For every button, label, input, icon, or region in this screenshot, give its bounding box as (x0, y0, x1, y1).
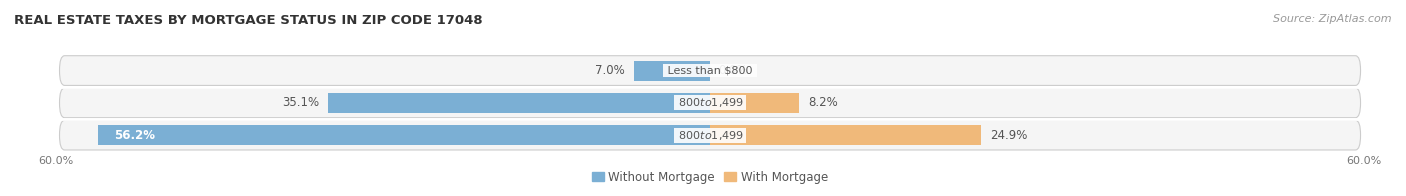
Text: 7.0%: 7.0% (595, 64, 626, 77)
Text: $800 to $1,499: $800 to $1,499 (675, 96, 745, 109)
Bar (328, 93, 710, 113)
Bar (710, 93, 800, 113)
Bar (97, 125, 710, 145)
Legend: Without Mortgage, With Mortgage: Without Mortgage, With Mortgage (588, 166, 832, 189)
Text: $800 to $1,499: $800 to $1,499 (675, 129, 745, 142)
Text: 8.2%: 8.2% (808, 96, 838, 109)
Text: Less than $800: Less than $800 (664, 65, 756, 76)
Text: REAL ESTATE TAXES BY MORTGAGE STATUS IN ZIP CODE 17048: REAL ESTATE TAXES BY MORTGAGE STATUS IN … (14, 14, 482, 27)
Text: 0.0%: 0.0% (718, 64, 748, 77)
Bar (710, 125, 981, 145)
Text: 35.1%: 35.1% (281, 96, 319, 109)
Text: Source: ZipAtlas.com: Source: ZipAtlas.com (1274, 14, 1392, 24)
Bar (634, 61, 710, 81)
Text: 56.2%: 56.2% (114, 129, 155, 142)
FancyBboxPatch shape (59, 120, 1361, 150)
FancyBboxPatch shape (59, 56, 1361, 85)
FancyBboxPatch shape (59, 88, 1361, 118)
Text: 24.9%: 24.9% (990, 129, 1028, 142)
